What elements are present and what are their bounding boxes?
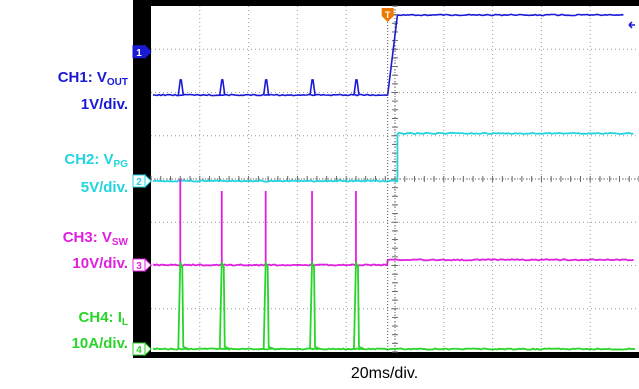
- ch1-marker-number: 1: [136, 48, 142, 59]
- ch3-label: CH3: VSW: [0, 230, 128, 245]
- ch2-scale: 5V/div.: [0, 180, 128, 195]
- ch2-label: CH2: VPG: [0, 152, 128, 167]
- trigger-marker-letter: T: [385, 10, 391, 20]
- x-axis-label: 20ms/div.: [130, 365, 639, 383]
- ch2-marker-number: 2: [136, 177, 142, 188]
- ch3-marker-number: 3: [136, 261, 142, 272]
- ch4-marker-number: 4: [136, 345, 142, 356]
- ch3-scale: 10V/div.: [0, 256, 128, 271]
- ch4-trace: [153, 348, 635, 349]
- ch1-scale: 1V/div.: [0, 97, 128, 112]
- ch4-label: CH4: IL: [0, 310, 128, 325]
- ch4-scale: 10A/div.: [0, 336, 128, 351]
- ch1-label: CH1: VOUT: [0, 70, 128, 85]
